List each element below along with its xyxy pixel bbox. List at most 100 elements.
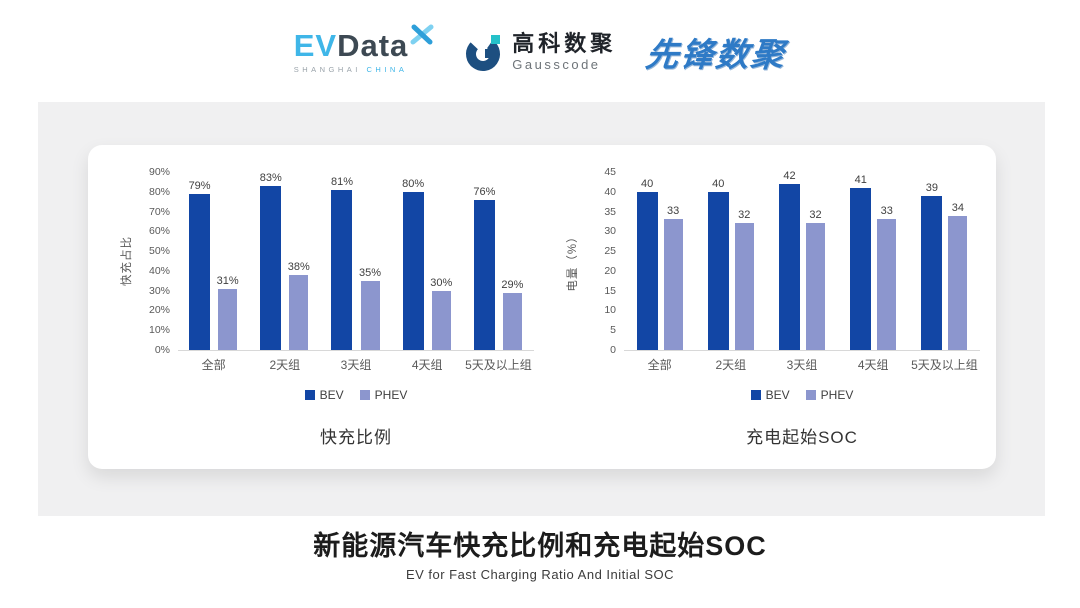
- bar-bev: [473, 199, 495, 350]
- bar-value-label: 83%: [259, 171, 282, 184]
- y-tick-label: 50%: [148, 245, 170, 258]
- bar-phev: [502, 292, 522, 350]
- legend: BEV PHEV: [624, 388, 980, 402]
- y-tick-label: 20%: [148, 304, 170, 317]
- category-label: 4天组: [411, 358, 443, 372]
- category-label: 3天组: [340, 358, 372, 372]
- bar-bev: [779, 183, 800, 350]
- legend-label: BEV: [765, 388, 790, 402]
- y-axis-title-wrap: 电量（%）: [564, 172, 580, 350]
- legend-item-bev: BEV: [304, 388, 344, 402]
- gausscode-text: 高科数聚 Gausscode: [512, 30, 617, 73]
- bar-phev: [289, 274, 309, 350]
- charts-card: 快充占比 90% 80% 70% 60% 50% 40% 30% 20% 10% 0% 79% 31…: [88, 145, 996, 469]
- y-axis-ticks: 45 40 35 30 25 20 15 10 5 0: [580, 166, 616, 356]
- legend-item-bev: BEV: [750, 388, 790, 402]
- evdata-logo: EV Data SHANGHAI CHINA: [293, 24, 435, 74]
- category-label: 3天组: [786, 358, 818, 372]
- legend-label: BEV: [319, 388, 344, 402]
- category-label: 5天及以上组: [911, 358, 978, 372]
- y-axis-title: 快充占比: [121, 236, 133, 286]
- category-label: 2天组: [715, 358, 747, 372]
- evdata-ev-text: EV: [293, 28, 338, 63]
- category-axis: 全部 2天组 3天组 4天组 5天及以上组: [178, 356, 534, 373]
- bar-value-label: 32: [809, 209, 822, 222]
- legend-swatch-icon: [750, 390, 761, 400]
- y-tick-label: 60%: [148, 225, 170, 238]
- y-tick-label: 5: [610, 324, 616, 337]
- y-axis-title-wrap: 快充占比: [118, 172, 134, 350]
- category-axis: 全部 2天组 3天组 4天组 5天及以上组: [624, 356, 980, 373]
- bar-wrap: 42: [779, 170, 800, 350]
- pioneer-logo: 先锋数聚: [644, 36, 788, 73]
- bar-value-label: 33: [666, 205, 680, 218]
- gausscode-g-icon: [466, 35, 501, 71]
- bar-group: 80% 30%: [392, 172, 463, 350]
- bar-phev: [218, 288, 238, 350]
- category-label: 4天组: [857, 358, 889, 372]
- category-label: 全部: [647, 358, 672, 372]
- evdata-shanghai-text: SHANGHAI: [293, 65, 361, 74]
- bar-phev: [877, 219, 897, 350]
- bar-wrap: 32: [734, 209, 754, 350]
- bar-value-label: 40: [640, 177, 654, 190]
- y-tick-label: 70%: [148, 205, 170, 218]
- bar-value-label: 42: [783, 169, 796, 182]
- category-label: 全部: [201, 358, 226, 372]
- legend-swatch-icon: [805, 390, 816, 400]
- page-title: 新能源汽车快充比例和充电起始SOC: [313, 531, 767, 561]
- bar-value-label: 29%: [501, 278, 524, 291]
- bar-wrap: 40: [636, 177, 658, 350]
- evdata-subtext: SHANGHAI CHINA: [294, 65, 408, 74]
- bar-value-label: 31%: [216, 274, 239, 287]
- bar-wrap: 33: [877, 205, 897, 350]
- bar-group: 76% 29%: [463, 172, 534, 350]
- y-tick-label: 20: [604, 264, 616, 277]
- y-tick-label: 80%: [148, 185, 170, 198]
- bar-wrap: 79%: [189, 180, 211, 350]
- bar-wrap: 34: [948, 202, 968, 350]
- bar-value-label: 38%: [287, 260, 310, 273]
- bar-bev: [921, 195, 943, 350]
- bar-wrap: 29%: [501, 279, 523, 350]
- bar-bev: [636, 191, 658, 350]
- y-axis-ticks: 90% 80% 70% 60% 50% 40% 30% 20% 10% 0%: [134, 166, 170, 356]
- chart-fast-charging-ratio: 快充占比 90% 80% 70% 60% 50% 40% 30% 20% 10% 0% 79% 31…: [88, 145, 542, 469]
- chart-initial-soc: 电量（%） 45 40 35 30 25 20 15 10 5 0 40 33 40 32 42 32 41 3…: [542, 145, 996, 469]
- y-tick-label: 10%: [148, 324, 170, 337]
- bar-value-label: 79%: [188, 179, 211, 192]
- y-tick-label: 90%: [148, 166, 170, 178]
- evdata-china-text: CHINA: [366, 65, 408, 74]
- gausscode-cn-text: 高科数聚: [512, 30, 617, 56]
- y-tick-label: 45: [604, 166, 616, 178]
- bar-wrap: 81%: [331, 176, 353, 350]
- bar-wrap: 76%: [473, 186, 495, 350]
- category-label: 5天及以上组: [465, 358, 532, 372]
- bar-value-label: 81%: [330, 175, 353, 188]
- bar-wrap: 35%: [359, 267, 381, 350]
- y-tick-label: 30: [604, 225, 616, 238]
- y-axis-title: 电量（%）: [567, 230, 579, 292]
- bar-value-label: 30%: [430, 276, 453, 289]
- bar-value-label: 76%: [473, 185, 496, 198]
- header-logos: EV Data SHANGHAI CHINA 高科数聚 Gausscode 先锋数…: [0, 20, 1080, 84]
- chart-caption: 快充比例: [320, 428, 392, 447]
- evdata-wordmark: EV Data: [293, 24, 435, 63]
- chart-caption: 充电起始SOC: [746, 428, 858, 447]
- bar-group: 40 32: [695, 172, 766, 350]
- bar-phev: [663, 219, 683, 350]
- evdata-x-icon: [410, 24, 434, 45]
- bar-group: 79% 31%: [178, 172, 249, 350]
- legend-label: PHEV: [374, 388, 408, 402]
- bar-bev: [850, 187, 872, 350]
- bar-phev: [431, 290, 451, 350]
- y-tick-label: 40%: [148, 264, 170, 277]
- y-tick-label: 40: [604, 185, 616, 198]
- page-subtitle: EV for Fast Charging Ratio And Initial S…: [405, 567, 675, 582]
- bar-value-label: 39: [925, 181, 939, 194]
- gausscode-en-text: Gausscode: [512, 57, 601, 73]
- plot-area: 79% 31% 83% 38% 81% 35% 80% 30% 76% 29%: [178, 172, 534, 351]
- y-tick-label: 25: [604, 245, 616, 258]
- bar-group: 81% 35%: [320, 172, 391, 350]
- bar-value-label: 80%: [402, 177, 425, 190]
